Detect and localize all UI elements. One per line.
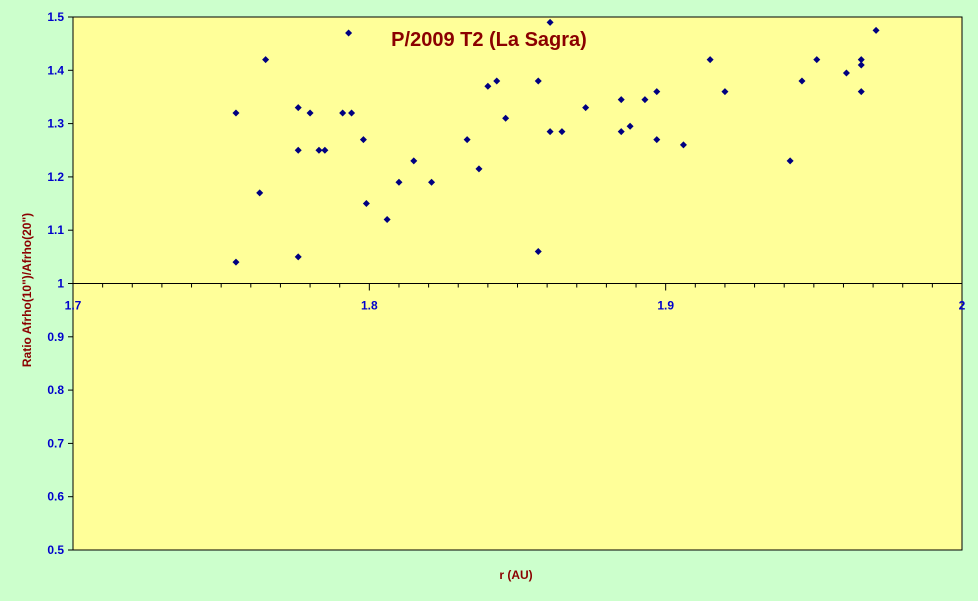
data-point <box>502 114 510 122</box>
data-point <box>534 248 542 256</box>
data-point <box>339 109 347 117</box>
data-point <box>306 109 314 117</box>
data-point <box>315 146 323 154</box>
data-point <box>294 146 302 154</box>
data-point <box>493 77 501 85</box>
x-axis-title: r (AU) <box>499 568 532 582</box>
data-point <box>558 128 566 136</box>
data-point <box>475 165 483 173</box>
data-point <box>534 77 542 85</box>
y-tick-label: 0.9 <box>47 330 64 344</box>
x-tick-label: 1.9 <box>657 299 674 313</box>
data-point <box>546 18 554 26</box>
data-point <box>546 128 554 136</box>
data-point <box>362 200 370 208</box>
data-point <box>232 109 240 117</box>
data-point <box>653 88 661 96</box>
data-point <box>410 157 418 165</box>
x-tick-label: 2 <box>959 299 966 313</box>
data-point <box>262 56 270 64</box>
data-point <box>813 56 821 64</box>
data-point <box>256 189 264 197</box>
data-point <box>641 96 649 104</box>
y-tick-label: 1.4 <box>47 63 64 77</box>
y-tick-label: 0.6 <box>47 490 64 504</box>
data-point <box>463 136 471 144</box>
data-point <box>345 29 353 37</box>
data-point <box>232 258 240 266</box>
data-point <box>582 104 590 112</box>
data-point <box>798 77 806 85</box>
y-tick-label: 1.5 <box>47 10 64 24</box>
data-point <box>857 88 865 96</box>
data-point <box>786 157 794 165</box>
data-point <box>617 128 625 136</box>
data-point <box>679 141 687 149</box>
y-tick-label: 0.7 <box>47 436 64 450</box>
data-point <box>428 178 436 186</box>
x-axis: 1.7 1.8 1.9 2 <box>65 283 966 313</box>
y-tick-label: 1.3 <box>47 117 64 131</box>
data-point <box>626 122 634 130</box>
data-point <box>359 136 367 144</box>
chart-title: P/2009 T2 (La Sagra) <box>391 29 587 51</box>
y-tick-label: 1.1 <box>47 223 64 237</box>
data-point <box>857 61 865 69</box>
data-points <box>232 18 880 266</box>
data-point <box>857 56 865 64</box>
data-point <box>321 146 329 154</box>
data-point <box>706 56 714 64</box>
data-point <box>484 82 492 90</box>
data-point <box>617 96 625 104</box>
y-tick-label: 0.8 <box>47 383 64 397</box>
x-tick-label: 1.7 <box>65 299 82 313</box>
x-tick-label: 1.8 <box>361 299 378 313</box>
data-point <box>872 26 880 34</box>
y-axis: 0.5 0.6 0.7 0.8 0.9 1 1.1 1.2 1.3 1.4 1.5 <box>47 10 74 557</box>
data-point <box>721 88 729 96</box>
data-point <box>348 109 356 117</box>
y-tick-label: 0.5 <box>47 543 64 557</box>
data-point <box>294 104 302 112</box>
data-point <box>294 253 302 261</box>
y-tick-label: 1 <box>57 277 64 291</box>
data-point <box>653 136 661 144</box>
data-point <box>842 69 850 77</box>
data-point <box>383 216 391 224</box>
y-axis-title: Ratio Afrho(10")/Afrho(20") <box>20 213 34 367</box>
data-point <box>395 178 403 186</box>
y-tick-label: 1.2 <box>47 170 64 184</box>
